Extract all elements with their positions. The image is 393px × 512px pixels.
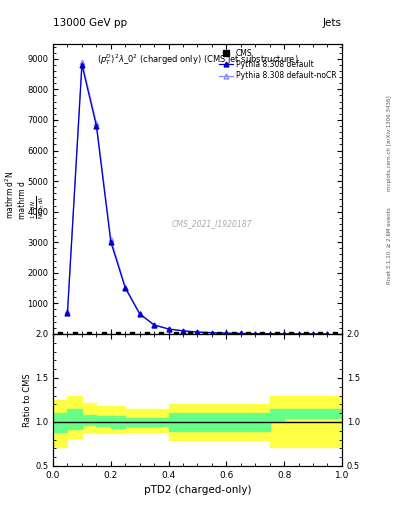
Pythia 8.308 default-noCR	[65, 308, 70, 314]
Text: mcplots.cern.ch [arXiv:1306.3436]: mcplots.cern.ch [arXiv:1306.3436]	[387, 96, 391, 191]
Pythia 8.308 default-noCR	[296, 331, 301, 337]
Line: CMS: CMS	[58, 331, 337, 336]
Pythia 8.308 default	[239, 330, 243, 336]
CMS	[159, 331, 164, 337]
Pythia 8.308 default	[108, 239, 113, 245]
Y-axis label: Ratio to CMS: Ratio to CMS	[23, 373, 32, 426]
CMS	[217, 331, 222, 337]
X-axis label: pTD2 (charged-only): pTD2 (charged-only)	[144, 485, 251, 495]
Pythia 8.308 default-noCR	[224, 330, 229, 336]
Text: Jets: Jets	[323, 18, 342, 28]
Pythia 8.308 default	[224, 330, 229, 336]
Pythia 8.308 default-noCR	[253, 331, 258, 337]
Pythia 8.308 default	[325, 331, 330, 337]
Pythia 8.308 default	[94, 123, 99, 129]
Pythia 8.308 default-noCR	[181, 328, 185, 334]
Pythia 8.308 default	[80, 62, 84, 68]
CMS	[72, 331, 77, 337]
Pythia 8.308 default-noCR	[282, 331, 286, 337]
Line: Pythia 8.308 default-noCR: Pythia 8.308 default-noCR	[65, 59, 330, 336]
Text: Rivet 3.1.10, ≥ 2.6M events: Rivet 3.1.10, ≥ 2.6M events	[387, 207, 391, 284]
CMS	[275, 331, 279, 337]
CMS	[87, 331, 92, 337]
CMS	[246, 331, 250, 337]
CMS	[188, 331, 193, 337]
CMS	[318, 331, 323, 337]
Legend: CMS, Pythia 8.308 default, Pythia 8.308 default-noCR: CMS, Pythia 8.308 default, Pythia 8.308 …	[218, 47, 338, 82]
CMS	[289, 331, 294, 337]
Line: Pythia 8.308 default: Pythia 8.308 default	[65, 62, 330, 336]
Text: $(p_T^D)^2\lambda\_0^2$ (charged only) (CMS jet substructure): $(p_T^D)^2\lambda\_0^2$ (charged only) (…	[97, 52, 298, 67]
CMS	[116, 331, 120, 337]
Pythia 8.308 default-noCR	[325, 331, 330, 337]
CMS	[145, 331, 149, 337]
Pythia 8.308 default	[296, 331, 301, 337]
Pythia 8.308 default	[195, 329, 200, 335]
Text: CMS_2021_I1920187: CMS_2021_I1920187	[172, 219, 252, 228]
CMS	[231, 331, 236, 337]
Pythia 8.308 default	[209, 330, 214, 336]
Pythia 8.308 default	[267, 331, 272, 337]
CMS	[332, 331, 337, 337]
Pythia 8.308 default-noCR	[239, 330, 243, 336]
Pythia 8.308 default	[152, 322, 156, 328]
Pythia 8.308 default-noCR	[166, 326, 171, 332]
Text: mathrm d$^2$N
mathrm d
$\frac{1}{\mathrm{N}}\frac{\mathrm{d}N}{\mathrm{d}p_T\,\m: mathrm d$^2$N mathrm d $\frac{1}{\mathrm…	[4, 170, 46, 219]
CMS	[130, 331, 135, 337]
Pythia 8.308 default	[181, 328, 185, 334]
Pythia 8.308 default-noCR	[267, 331, 272, 337]
Pythia 8.308 default	[311, 331, 316, 337]
CMS	[58, 331, 62, 337]
Text: 13000 GeV pp: 13000 GeV pp	[53, 18, 127, 28]
Pythia 8.308 default	[253, 331, 258, 337]
CMS	[303, 331, 308, 337]
Pythia 8.308 default-noCR	[209, 330, 214, 336]
Pythia 8.308 default	[138, 311, 142, 317]
Pythia 8.308 default	[166, 326, 171, 332]
Pythia 8.308 default-noCR	[123, 284, 128, 290]
CMS	[173, 331, 178, 337]
Pythia 8.308 default-noCR	[152, 322, 156, 328]
Pythia 8.308 default-noCR	[195, 329, 200, 335]
Pythia 8.308 default-noCR	[94, 120, 99, 126]
CMS	[202, 331, 207, 337]
Pythia 8.308 default	[65, 309, 70, 315]
Pythia 8.308 default	[282, 331, 286, 337]
Pythia 8.308 default-noCR	[138, 310, 142, 316]
Pythia 8.308 default-noCR	[108, 236, 113, 242]
CMS	[260, 331, 265, 337]
Pythia 8.308 default-noCR	[80, 59, 84, 65]
Pythia 8.308 default	[123, 285, 128, 291]
CMS	[101, 331, 106, 337]
Pythia 8.308 default-noCR	[311, 331, 316, 337]
